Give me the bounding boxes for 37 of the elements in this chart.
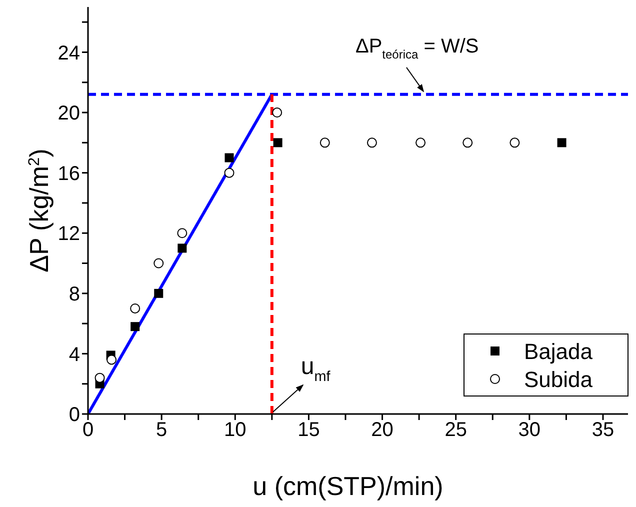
point [177, 228, 188, 238]
point [366, 138, 377, 148]
point [94, 372, 105, 383]
x-tick-label: 10 [224, 419, 246, 442]
point [510, 138, 520, 148]
x-tick-label: 15 [298, 419, 320, 442]
legend-label: Bajada [524, 339, 594, 364]
y-tick-label: 0 [68, 404, 80, 426]
y-tick-label: 24 [58, 42, 80, 64]
x-tick-label: 20 [371, 419, 394, 442]
point [130, 322, 140, 332]
point [416, 138, 426, 148]
point [224, 153, 234, 162]
legend-label: Subida [524, 367, 594, 392]
x-tick-label: 35 [592, 419, 614, 442]
y-tick-label: 12 [58, 223, 80, 246]
point [130, 303, 140, 314]
point [224, 168, 234, 178]
x-axis-title: u (cm(STP)/min) [252, 471, 444, 501]
y-tick-label: 8 [68, 284, 80, 306]
y-tick-label: 20 [58, 102, 80, 125]
point [154, 288, 164, 298]
point [273, 138, 282, 148]
point [178, 244, 187, 253]
annotation: u$_{mf}$ [300, 353, 332, 386]
point [557, 138, 566, 148]
point [272, 108, 282, 118]
x-tick-label: 25 [444, 419, 467, 442]
x-tick-label: 30 [518, 419, 541, 442]
y-tick-label: 16 [58, 162, 80, 185]
point [106, 354, 117, 365]
point [320, 138, 330, 148]
point [154, 258, 164, 268]
y-tick-label: 4 [68, 344, 80, 366]
x-tick-label: 5 [156, 419, 168, 442]
point [462, 138, 473, 148]
annotation: ΔP$_{teórica}$ = W/S [355, 35, 479, 62]
